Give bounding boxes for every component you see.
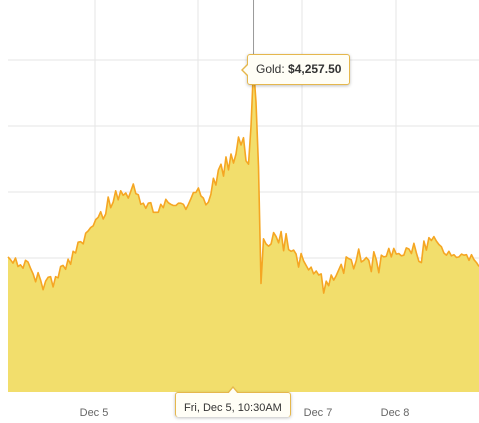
value-tooltip: Gold: $4,257.50 bbox=[241, 54, 351, 85]
time-tooltip: Fri, Dec 5, 10:30AM bbox=[175, 386, 291, 417]
x-tick-label: Dec 5 bbox=[80, 407, 109, 419]
tooltip-value: $4,257.50 bbox=[288, 62, 342, 76]
tooltip-series-label: Gold: bbox=[256, 62, 285, 76]
tooltip-time: Fri, Dec 5, 10:30AM bbox=[184, 402, 282, 414]
price-line bbox=[7, 66, 479, 294]
x-tick-label: Dec 8 bbox=[381, 407, 410, 419]
x-tick-label: Dec 7 bbox=[304, 407, 333, 419]
price-area bbox=[8, 67, 479, 392]
